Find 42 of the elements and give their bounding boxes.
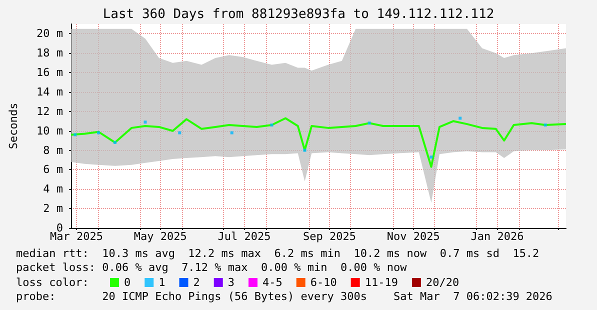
legend-title: loss color: [16, 276, 89, 289]
y-tick-label: 14 m [36, 86, 64, 98]
point [74, 133, 77, 136]
legend-label: 1 [158, 276, 166, 289]
legend-label: 3 [228, 276, 234, 289]
y-tick-label: 16 m [36, 66, 64, 80]
legend-label: 0 [124, 276, 131, 289]
point [368, 122, 371, 125]
y-tick-label: 10 m [36, 124, 64, 138]
x-tick-label: Jul 2025 [218, 230, 271, 243]
y-tick-label: 12 m [36, 104, 64, 118]
legend-label: 6-10 [310, 276, 337, 289]
y-tick-label: 6 m [43, 163, 64, 176]
point [97, 131, 100, 134]
legend-label: 4-5 [262, 276, 282, 289]
point [270, 124, 274, 127]
x-tick-label: Jan 2026 [470, 230, 524, 243]
x-tick-label: Nov 2025 [386, 230, 440, 243]
y-tick-label: 4 m [43, 182, 64, 196]
line-series [70, 117, 567, 168]
y-tick-label: 18 m [36, 46, 64, 60]
y-axis-title: Seconds [7, 102, 20, 150]
y-tick-label: 2 m [43, 202, 64, 216]
point [544, 124, 547, 127]
y-tick-label: 8 m [43, 144, 64, 157]
text: packet loss: 0.06 % avg 7.12 % max 0.00 % min 0.00 % now [16, 261, 408, 274]
x-tick-label: May 2025 [134, 230, 187, 243]
legend-label: 11-19 [364, 276, 398, 289]
point [230, 131, 234, 134]
point [303, 148, 306, 152]
legend-label: 20/20 [426, 276, 460, 289]
point [114, 141, 116, 144]
x-tick-label: Sep 2025 [303, 230, 356, 243]
point [430, 156, 433, 159]
chart-title: Last 360 Days from 881293e893fa to 149.112.112.112 [102, 7, 494, 22]
point [178, 131, 182, 134]
y-tick-label: 20 m [36, 27, 64, 40]
point [458, 116, 462, 120]
text: median rtt: 10.3 ms avg 12.2 ms max 6.2 ms min 10.2 ms now 0.7 ms sd 15.2 [16, 247, 540, 260]
point [144, 120, 147, 124]
legend-label: 2 [193, 276, 200, 289]
text: probe: 20 ICMP Echo Pings (56 Bytes) every 300s Sat Mar 7 06:02:39 2026 [16, 290, 552, 303]
